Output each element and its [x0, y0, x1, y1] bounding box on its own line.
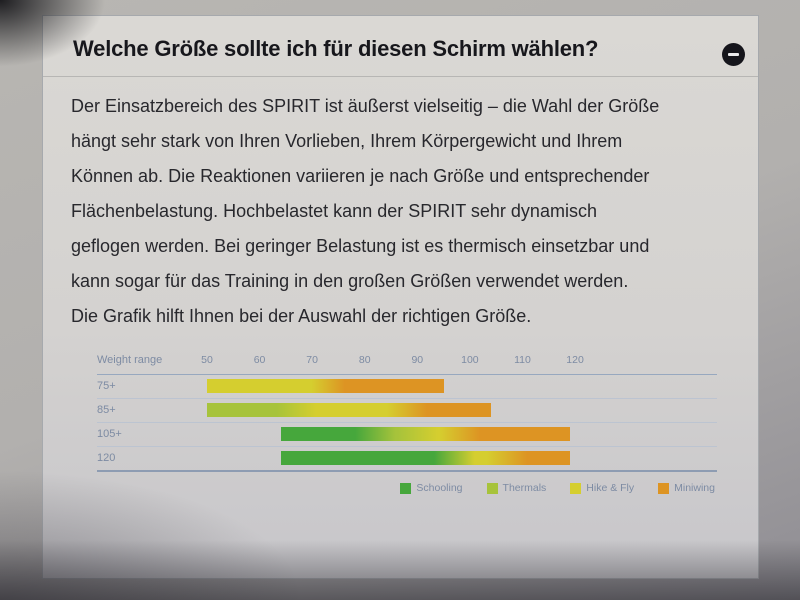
row-label: 120	[97, 452, 116, 464]
row-label: 85+	[97, 404, 116, 416]
x-tick-label: 80	[358, 354, 371, 366]
chart-x-ticks: 50 60 70 80 90 100 110 120	[201, 354, 717, 374]
range-bar	[207, 403, 491, 417]
faq-panel: Welche Größe sollte ich für diesen Schir…	[42, 15, 759, 579]
legend-item: Thermals	[486, 482, 547, 494]
range-bar	[207, 379, 444, 393]
weight-range-chart: Weight range 50 60 70 80 90 100 110 120 75+ 85+ 1…	[97, 354, 717, 494]
chart-row: 75+	[97, 375, 717, 399]
legend-swatch-icon	[570, 482, 582, 494]
legend-label: Hike & Fly	[586, 482, 635, 494]
row-label: 105+	[97, 428, 122, 440]
legend-item: Miniwing	[658, 482, 715, 494]
chart-header-row: Weight range 50 60 70 80 90 100 110 120	[97, 354, 717, 375]
legend-swatch-icon	[486, 482, 498, 494]
row-plot-area	[207, 375, 717, 398]
legend-label: Schooling	[416, 482, 463, 494]
faq-answer-text: Der Einsatzbereich des SPIRIT ist äußers…	[71, 96, 660, 326]
range-bar	[280, 451, 570, 465]
legend-item: Hike & Fly	[570, 482, 634, 494]
legend-label: Miniwing	[674, 482, 715, 494]
chart-row: 105+	[97, 423, 717, 447]
x-tick-label: 90	[411, 354, 424, 366]
chart-row: 120	[97, 447, 717, 472]
legend-swatch-icon	[658, 482, 670, 494]
legend-item: Schooling	[400, 482, 463, 494]
collapse-button[interactable]	[722, 43, 745, 66]
legend-swatch-icon	[400, 482, 412, 494]
row-plot-area	[207, 423, 717, 446]
chart-legend: Schooling Thermals Hike & Fly Miniwing	[97, 482, 717, 494]
legend-label: Thermals	[502, 482, 547, 494]
x-tick-label: 100	[461, 354, 479, 366]
x-tick-label: 110	[514, 354, 531, 366]
x-tick-label: 120	[566, 354, 584, 366]
row-plot-area	[207, 447, 717, 470]
x-tick-label: 60	[253, 354, 266, 366]
x-tick-label: 50	[201, 354, 213, 366]
chart-axis-label: Weight range	[97, 354, 163, 366]
row-label: 75+	[97, 380, 116, 392]
minus-icon	[728, 53, 739, 56]
chart-row: 85+	[97, 399, 717, 423]
x-tick-label: 70	[306, 354, 318, 366]
faq-question-title: Welche Größe sollte ich für diesen Schir…	[73, 36, 599, 61]
chart-rows: 75+ 85+ 105+ 120	[97, 375, 717, 472]
faq-accordion-header[interactable]: Welche Größe sollte ich für diesen Schir…	[43, 16, 758, 77]
faq-answer-section: Der Einsatzbereich des SPIRIT ist äußers…	[43, 77, 758, 494]
range-bar	[280, 427, 570, 441]
row-plot-area	[207, 399, 717, 422]
